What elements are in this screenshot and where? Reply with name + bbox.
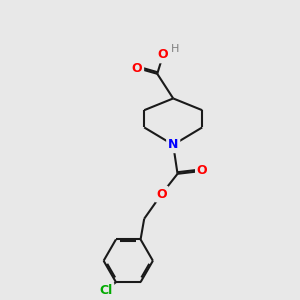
Text: H: H — [171, 44, 179, 54]
Text: O: O — [158, 49, 168, 62]
Text: O: O — [197, 164, 208, 177]
Text: Cl: Cl — [99, 284, 112, 297]
Text: N: N — [168, 138, 178, 151]
Text: O: O — [156, 188, 167, 201]
Text: O: O — [132, 61, 142, 74]
